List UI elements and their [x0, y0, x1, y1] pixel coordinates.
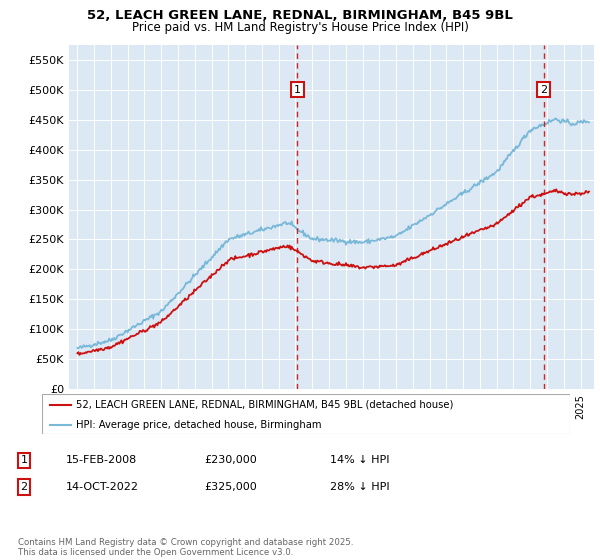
- Text: HPI: Average price, detached house, Birmingham: HPI: Average price, detached house, Birm…: [76, 420, 322, 430]
- Text: 1: 1: [20, 455, 28, 465]
- Text: 1: 1: [294, 85, 301, 95]
- Text: £325,000: £325,000: [204, 482, 257, 492]
- Text: 2: 2: [20, 482, 28, 492]
- Text: Contains HM Land Registry data © Crown copyright and database right 2025.
This d: Contains HM Land Registry data © Crown c…: [18, 538, 353, 557]
- Text: Price paid vs. HM Land Registry's House Price Index (HPI): Price paid vs. HM Land Registry's House …: [131, 21, 469, 34]
- Text: £230,000: £230,000: [204, 455, 257, 465]
- Text: 28% ↓ HPI: 28% ↓ HPI: [330, 482, 389, 492]
- Text: 52, LEACH GREEN LANE, REDNAL, BIRMINGHAM, B45 9BL: 52, LEACH GREEN LANE, REDNAL, BIRMINGHAM…: [87, 9, 513, 22]
- Text: 15-FEB-2008: 15-FEB-2008: [66, 455, 137, 465]
- Text: 2: 2: [540, 85, 547, 95]
- Text: 14-OCT-2022: 14-OCT-2022: [66, 482, 139, 492]
- Text: 14% ↓ HPI: 14% ↓ HPI: [330, 455, 389, 465]
- Text: 52, LEACH GREEN LANE, REDNAL, BIRMINGHAM, B45 9BL (detached house): 52, LEACH GREEN LANE, REDNAL, BIRMINGHAM…: [76, 400, 454, 410]
